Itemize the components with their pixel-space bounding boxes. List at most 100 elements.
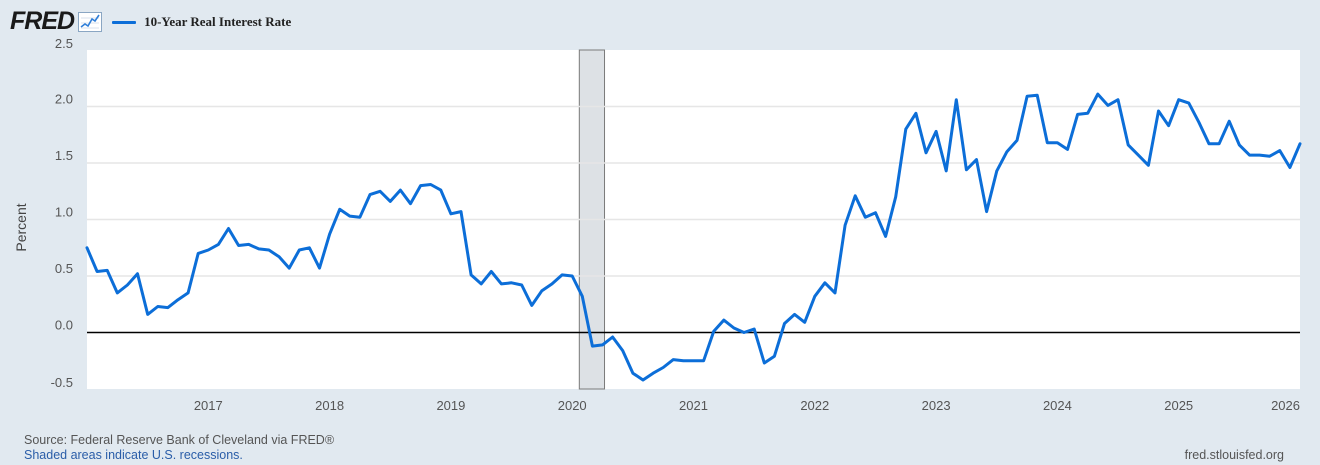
data-point[interactable] [235,242,243,250]
data-point[interactable] [882,232,890,240]
data-point[interactable] [437,186,445,194]
data-point[interactable] [791,310,799,318]
data-point[interactable] [821,279,829,287]
data-point[interactable] [1266,152,1274,160]
data-point[interactable] [973,156,981,164]
data-point[interactable] [1195,118,1203,126]
data-point[interactable] [265,246,273,254]
data-point[interactable] [255,245,263,253]
data-point[interactable] [508,279,516,287]
data-point[interactable] [326,230,334,238]
data-point[interactable] [1225,117,1233,125]
data-point[interactable] [932,127,940,135]
data-point[interactable] [1215,140,1223,148]
data-point[interactable] [356,213,364,221]
recession-note[interactable]: Shaded areas indicate U.S. recessions. [24,448,243,462]
data-point[interactable] [750,325,758,333]
data-point[interactable] [204,246,212,254]
data-point[interactable] [285,264,293,272]
data-point[interactable] [154,303,162,311]
data-point[interactable] [477,280,485,288]
data-point[interactable] [83,244,91,252]
data-point[interactable] [1074,110,1082,118]
data-point[interactable] [690,357,698,365]
data-point[interactable] [659,364,667,372]
data-point[interactable] [134,270,142,278]
data-point[interactable] [609,333,617,341]
data-point[interactable] [396,186,404,194]
data-point[interactable] [962,166,970,174]
data-point[interactable] [417,182,425,190]
data-point[interactable] [710,327,718,335]
data-point[interactable] [113,289,121,297]
data-point[interactable] [1084,109,1092,117]
data-point[interactable] [194,249,202,257]
data-point[interactable] [1185,99,1193,107]
data-point[interactable] [184,289,192,297]
data-point[interactable] [103,266,111,274]
data-point[interactable] [144,310,152,318]
data-point[interactable] [548,280,556,288]
data-point[interactable] [841,221,849,229]
data-point[interactable] [1104,101,1112,109]
data-point[interactable] [770,352,778,360]
data-point[interactable] [457,208,465,216]
data-point[interactable] [781,320,789,328]
data-point[interactable] [214,240,222,248]
site-link[interactable]: fred.stlouisfed.org [1184,448,1284,462]
data-point[interactable] [427,181,435,189]
data-point[interactable] [538,287,546,295]
data-point[interactable] [679,357,687,365]
data-point[interactable] [801,318,809,326]
data-point[interactable] [487,268,495,276]
data-point[interactable] [993,167,1001,175]
data-point[interactable] [407,200,415,208]
data-point[interactable] [1124,141,1132,149]
data-point[interactable] [336,205,344,213]
data-point[interactable] [518,281,526,289]
data-point[interactable] [912,109,920,117]
data-point[interactable] [902,125,910,133]
data-point[interactable] [1246,151,1254,159]
data-point[interactable] [851,192,859,200]
data-point[interactable] [942,167,950,175]
data-point[interactable] [1144,161,1152,169]
data-point[interactable] [629,369,637,377]
data-point[interactable] [811,292,819,300]
data-point[interactable] [740,329,748,337]
data-point[interactable] [1165,122,1173,130]
data-point[interactable] [305,244,313,252]
data-point[interactable] [528,301,536,309]
data-point[interactable] [467,271,475,279]
data-point[interactable] [1286,164,1294,172]
data-point[interactable] [1013,136,1021,144]
data-point[interactable] [366,191,374,199]
data-point[interactable] [952,96,960,104]
data-point[interactable] [922,149,930,157]
data-point[interactable] [295,246,303,254]
data-point[interactable] [447,210,455,218]
data-point[interactable] [619,347,627,355]
data-point[interactable] [1094,90,1102,98]
data-point[interactable] [1175,96,1183,104]
data-point[interactable] [245,240,253,248]
data-point[interactable] [730,324,738,332]
data-point[interactable] [568,272,576,280]
data-point[interactable] [1033,91,1041,99]
data-point[interactable] [588,342,596,350]
data-point[interactable] [93,268,101,276]
data-point[interactable] [275,253,283,261]
data-point[interactable] [760,359,768,367]
data-point[interactable] [720,316,728,324]
data-point[interactable] [386,197,394,205]
data-point[interactable] [1023,92,1031,100]
fred-logo[interactable]: FRED [10,7,75,35]
data-point[interactable] [1256,151,1264,159]
data-point[interactable] [123,281,131,289]
data-point[interactable] [1043,139,1051,147]
data-point[interactable] [558,271,566,279]
data-point[interactable] [872,209,880,217]
data-point[interactable] [164,304,172,312]
data-point[interactable] [1064,145,1072,153]
data-point[interactable] [649,369,657,377]
